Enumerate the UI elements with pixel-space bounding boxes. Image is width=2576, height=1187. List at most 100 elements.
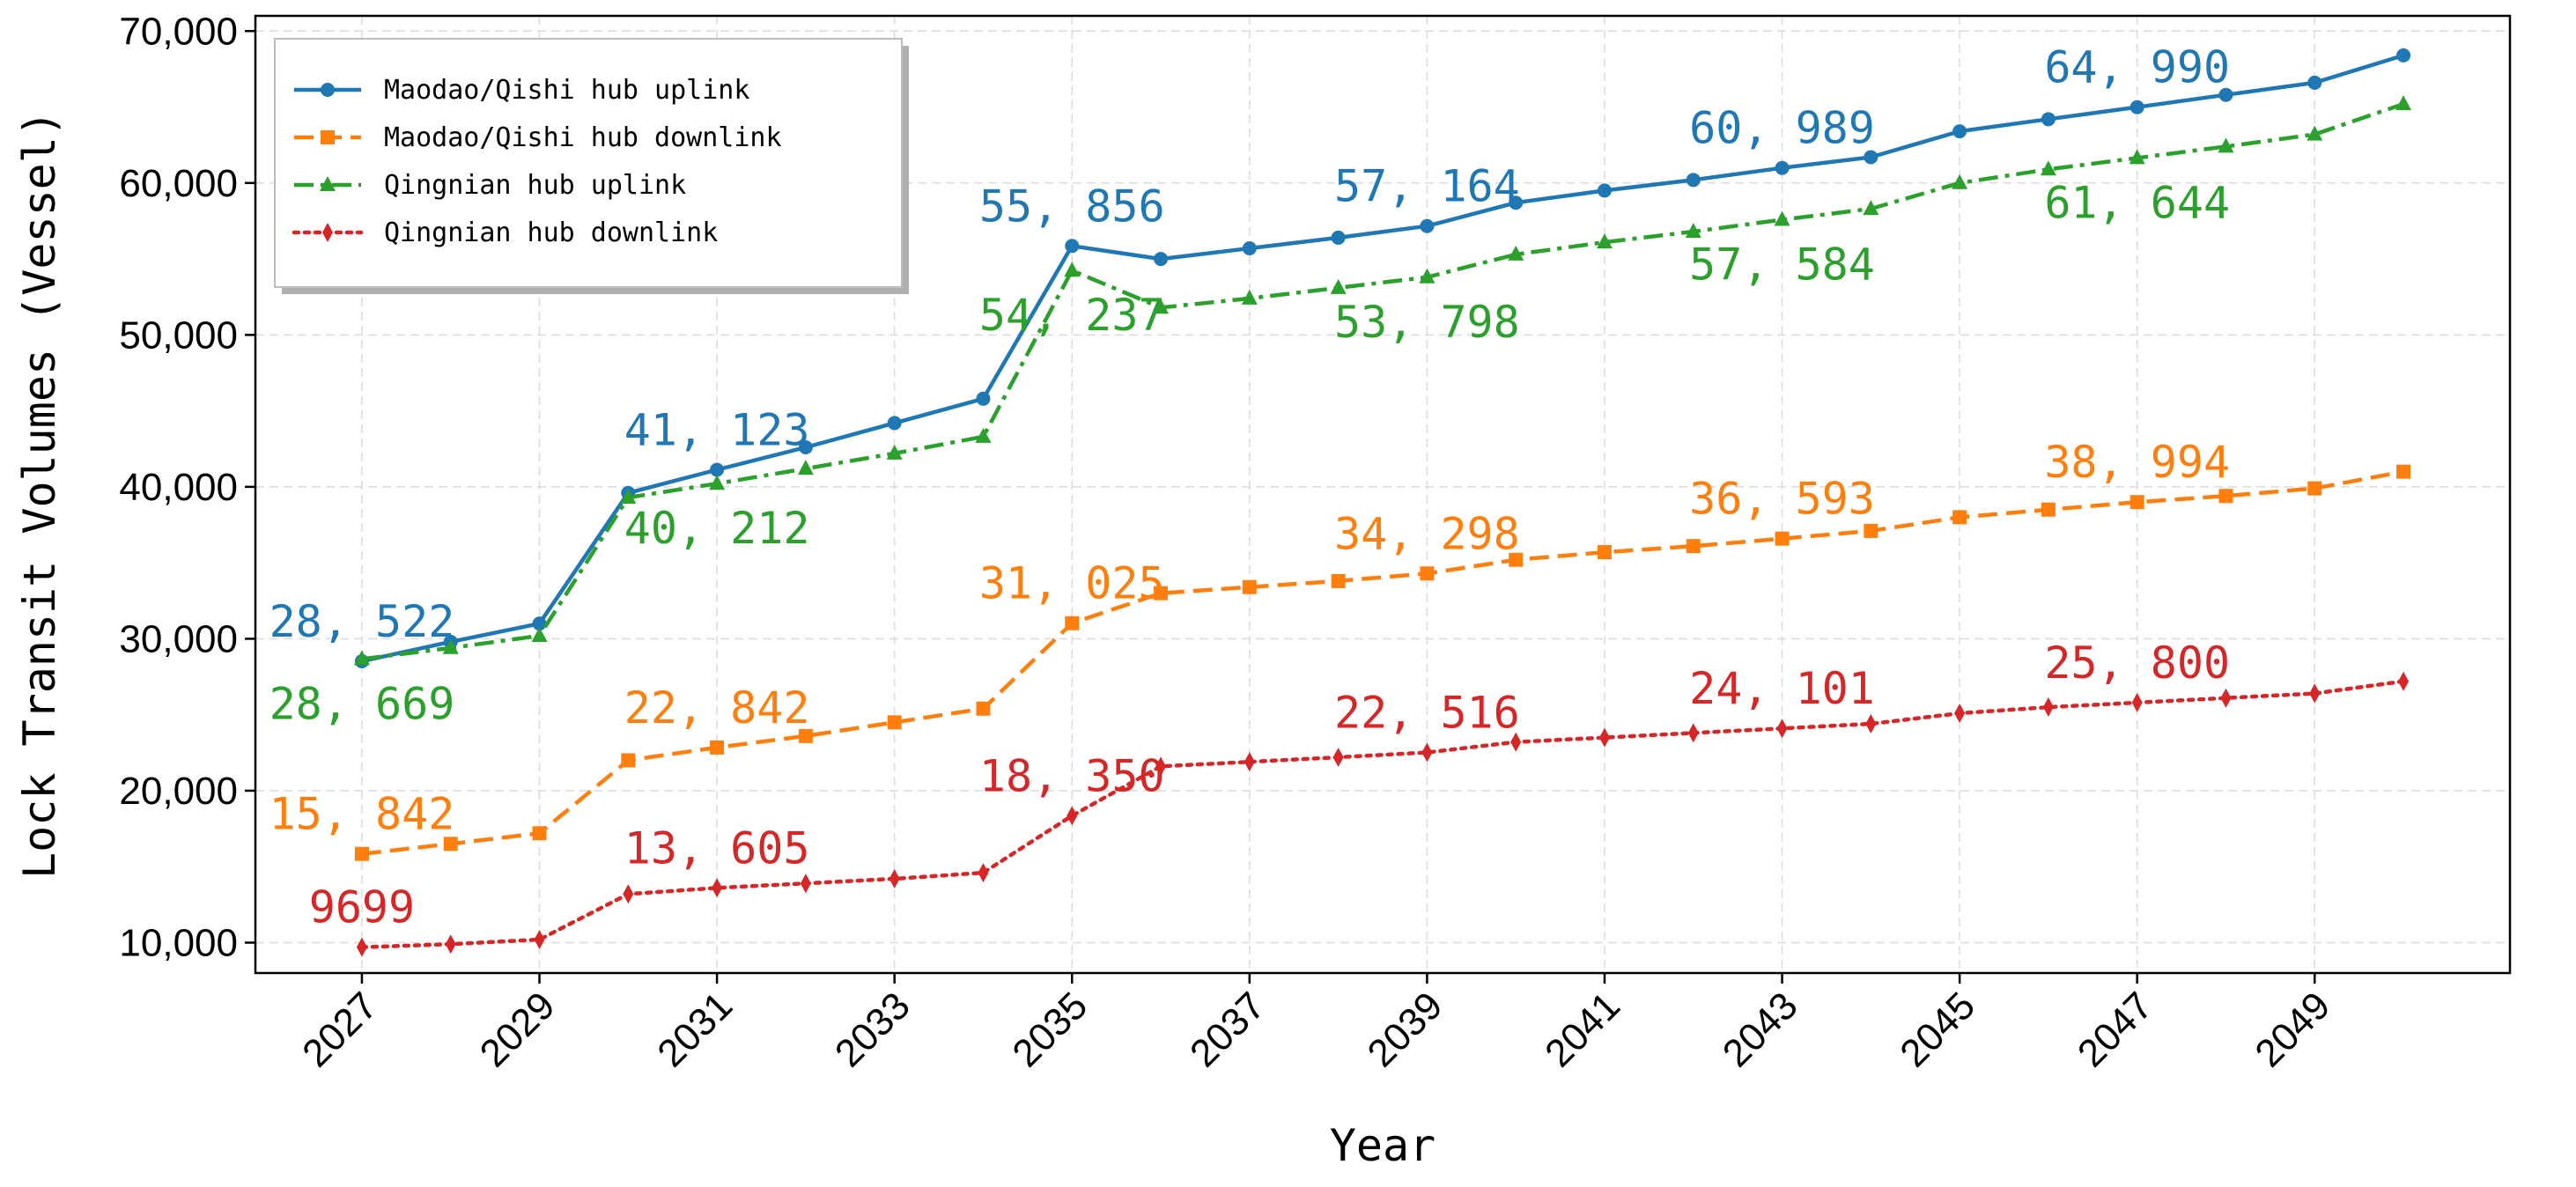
data-point [2307,125,2323,141]
data-point [353,650,370,666]
data-point [798,440,813,455]
data-label: 57, 164 [1334,161,1520,212]
y-tick-label: 50,000 [119,313,238,357]
data-point [2129,495,2144,510]
legend-marker [320,176,336,191]
data-point [623,884,634,904]
data-point [1242,240,1257,255]
data-label: 60, 989 [1689,103,1875,154]
data-point [1952,510,1967,525]
data-point [800,874,811,894]
data-point [1775,531,1790,546]
legend-label: Qingnian hub uplink [384,170,686,201]
data-point [1331,230,1346,245]
y-tick-label: 30,000 [119,617,238,660]
data-point [1067,806,1078,826]
data-point [1685,223,1701,239]
data-point [976,391,991,406]
data-point [709,475,726,490]
data-point [1864,523,1878,538]
data-label: 15, 842 [269,789,455,840]
data-point [2220,688,2232,708]
legend-entry-3: Qingnian hub uplink [294,170,686,201]
data-point [1510,732,1522,752]
data-point [1154,252,1169,267]
data-point [797,460,814,476]
data-point [1508,245,1524,261]
data-point [2396,48,2411,63]
data-point [1597,183,1612,198]
data-point [1421,742,1433,763]
data-point [1597,545,1612,560]
data-point [1687,723,1699,743]
data-point [354,846,369,861]
data-point [975,427,992,443]
series-line [361,469,2404,856]
data-labels: 28, 522 41, 123 55, 856 57, 164 60, 989 64, 9… [269,42,2230,933]
legend-marker [321,83,335,97]
series-line [359,679,2406,949]
data-point [620,488,637,504]
data-point [1864,150,1878,165]
legend-marker [321,130,335,144]
data-label: 55, 856 [979,181,1165,232]
series-line [361,101,2404,661]
data-point [1330,278,1347,294]
data-point [2042,697,2054,718]
data-label: 61, 644 [2044,177,2230,228]
data-point [1242,579,1257,594]
data-point [356,937,367,957]
data-point [1241,289,1258,305]
legend-box [274,38,903,288]
data-label: 54, 237 [979,290,1165,341]
legend-label: Maodao/Qishi hub uplink [384,75,749,106]
legend: Maodao/Qishi hub uplink Maodao/Qishi hub … [274,38,909,294]
data-point [1952,173,1968,189]
data-point [2396,464,2411,479]
data-label: 18, 350 [979,750,1165,801]
data-label: 38, 994 [2044,437,2230,488]
y-tick-label: 70,000 [119,10,238,53]
data-label: 36, 593 [1689,474,1875,525]
series-4 [356,671,2410,957]
data-point [1865,714,1877,734]
data-label: 24, 101 [1689,663,1875,714]
data-point [978,863,989,883]
data-point [1774,210,1790,226]
data-point [887,715,902,730]
data-point [712,878,723,898]
series-layer [353,48,2412,957]
legend-entry-1: Maodao/Qishi hub uplink [294,75,749,106]
data-point [1775,160,1790,175]
data-point [1509,195,1524,210]
data-label: 31, 025 [979,558,1165,609]
data-point [2307,481,2322,496]
data-point [2129,100,2144,114]
data-point [1686,173,1701,188]
legend-label: Maodao/Qishi hub downlink [384,122,782,153]
data-point [1863,200,1879,216]
data-point [442,638,459,654]
data-point [2041,112,2056,127]
y-tick-label: 20,000 [119,770,238,813]
legend-label: Qingnian hub downlink [384,217,718,248]
y-tick-label: 10,000 [119,921,238,964]
plot-frame [254,14,2512,975]
data-label: 40, 212 [624,503,810,554]
data-point [1154,586,1169,601]
data-point [2040,160,2056,176]
data-point [1596,233,1613,249]
data-label: 28, 522 [269,596,455,647]
data-point [1065,616,1080,630]
data-point [2398,671,2410,691]
data-point [2129,149,2145,165]
data-point [1954,703,1966,723]
data-point [2395,95,2412,111]
data-label: 34, 298 [1334,508,1520,559]
data-label: 28, 669 [269,678,455,729]
legend-entry-2: Maodao/Qishi hub downlink [294,122,782,153]
data-point [1155,756,1167,777]
data-point [1331,573,1346,588]
y-axis-title: Lock Transit Volumes (Vessel) [14,110,65,879]
